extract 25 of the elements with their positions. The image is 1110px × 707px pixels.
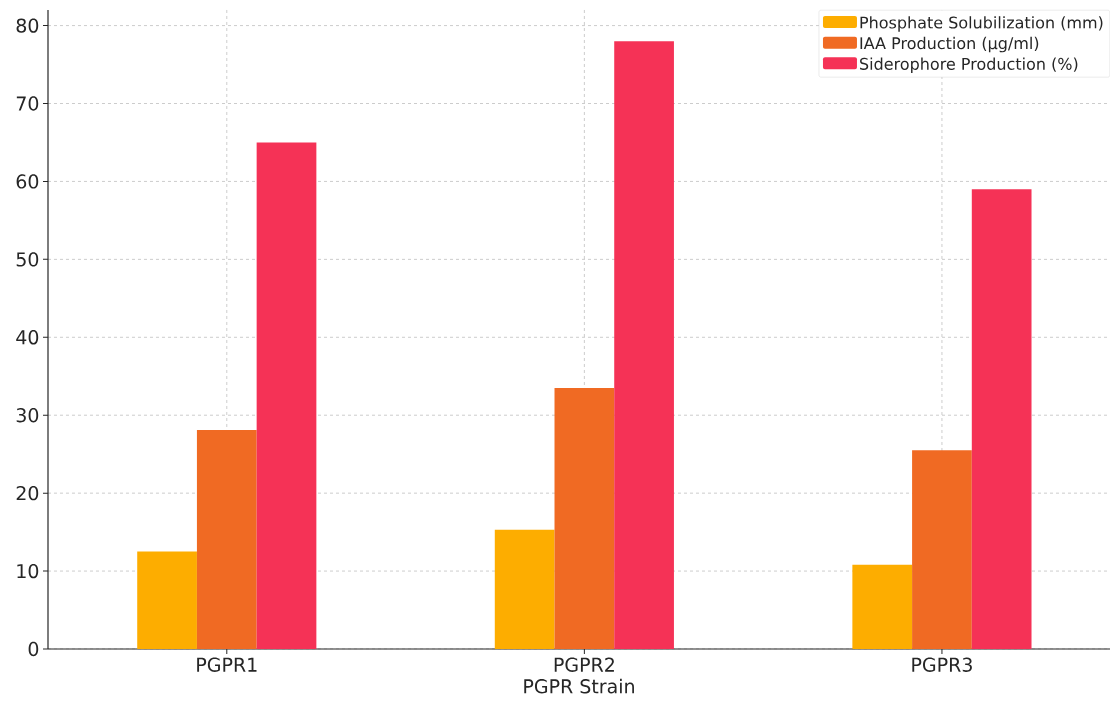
bar: [256, 142, 317, 649]
x-tick-label: PGPR3: [912, 657, 972, 672]
y-tick-label: 30: [16, 408, 39, 423]
x-tick-label: PGPR2: [554, 657, 614, 672]
bar: [494, 529, 555, 649]
y-tick-label: 50: [16, 252, 39, 267]
legend-label: IAA Production (µg/ml): [860, 36, 1039, 53]
x-axis-title: PGPR Strain: [524, 678, 634, 694]
bar: [196, 430, 257, 649]
x-tick-label: PGPR1: [197, 657, 257, 672]
y-tick-label: 80: [16, 18, 39, 33]
bar: [852, 564, 913, 649]
y-tick-label: 60: [16, 174, 39, 189]
legend-label: Siderophore Production (%): [860, 57, 1078, 73]
legend-label: Phosphate Solubilization (mm): [860, 16, 1103, 32]
bar: [614, 41, 674, 649]
y-tick-label: 20: [16, 485, 39, 501]
bar: [137, 551, 197, 649]
bar: [554, 387, 615, 649]
y-tick-label: 10: [17, 563, 39, 579]
y-tick-label: 70: [16, 96, 39, 111]
y-tick-label: 40: [16, 330, 39, 345]
y-tick-label: 0: [28, 641, 39, 657]
bar: [971, 189, 1032, 649]
bar: [912, 450, 972, 649]
